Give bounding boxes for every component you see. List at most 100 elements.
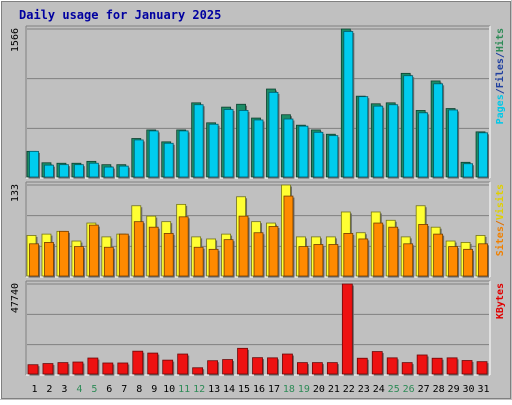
sites-bar [253, 232, 264, 277]
sites-bar [88, 224, 99, 277]
legend-entry: / [495, 220, 506, 226]
sites-bar [193, 246, 204, 277]
day-label: 23 [358, 384, 370, 395]
kbytes-bar [57, 362, 69, 375]
kbytes-bar [401, 362, 413, 375]
kbytes-bar [237, 347, 248, 375]
panel-2-max-label: 133 [10, 184, 21, 202]
day-label: 14 [223, 384, 235, 395]
pages-bar [148, 130, 159, 178]
kbytes-bar [386, 357, 398, 375]
day-label: 19 [298, 384, 310, 395]
sites-bar [74, 246, 84, 277]
kbytes-bar [446, 357, 458, 375]
pages-bar [223, 109, 234, 178]
pages-bar [29, 150, 39, 178]
day-label: 24 [373, 384, 385, 395]
pages-bar [358, 96, 369, 178]
chart-title: Daily usage for January 2025 [19, 8, 221, 22]
kbytes-bar [341, 283, 353, 375]
day-label: 5 [91, 384, 97, 395]
pages-bar [238, 110, 249, 178]
plot-area: 1566Pages/Files/Hits133Sites/Visits47740… [10, 25, 506, 395]
day-label: 30 [463, 384, 475, 395]
sites-bar [178, 216, 189, 277]
kbytes-bar [311, 362, 323, 375]
legend-entry: Hits [494, 28, 506, 52]
sites-bar [59, 230, 69, 277]
sites-bar [223, 239, 234, 277]
pages-bar [268, 91, 279, 178]
sites-bar [478, 243, 488, 277]
day-label: 21 [328, 384, 340, 395]
pages-bar [433, 83, 444, 178]
sites-bar [268, 226, 279, 277]
kbytes-bar [147, 352, 159, 375]
day-label: 22 [343, 384, 355, 395]
sites-bar [448, 246, 458, 277]
sites-bar [118, 233, 129, 277]
day-label: 2 [46, 384, 52, 395]
kbytes-bar [431, 357, 443, 375]
kbytes-bar [117, 362, 129, 375]
pages-bar [118, 165, 129, 178]
day-label: 8 [136, 384, 142, 395]
kbytes-bar [87, 357, 99, 375]
day-label: 4 [76, 384, 82, 395]
pages-bar [193, 104, 204, 178]
legend-entry: Sites [494, 226, 506, 256]
day-label: 15 [238, 384, 250, 395]
pages-bar [298, 125, 309, 178]
pages-bar [88, 162, 99, 178]
kbytes-bar [192, 367, 204, 375]
pages-bar [478, 132, 488, 178]
legend-entry: Visits [494, 184, 506, 220]
panel-2-legend: Sites/Visits [494, 184, 506, 256]
pages-bar [44, 164, 54, 178]
day-label: 18 [283, 384, 295, 395]
pages-bar [313, 131, 324, 178]
kbytes-bar [356, 357, 368, 375]
sites-bar [163, 233, 174, 277]
kbytes-bar [72, 361, 84, 375]
day-label: 3 [61, 384, 67, 395]
day-label: 27 [418, 384, 430, 395]
kbytes-bar [476, 361, 488, 375]
sites-bar [343, 233, 354, 277]
sites-bar [29, 243, 39, 277]
pages-bar [103, 166, 114, 178]
sites-bar [313, 244, 324, 277]
legend-entry: / [495, 88, 506, 94]
day-label: 12 [193, 384, 205, 395]
sites-bar [358, 238, 369, 277]
sites-bar [133, 221, 144, 277]
sites-bar [433, 233, 444, 277]
day-label: 10 [163, 384, 175, 395]
kbytes-bar [252, 357, 263, 375]
panel-1-max-label: 1566 [10, 28, 21, 52]
pages-bar [343, 31, 354, 178]
legend-entry: / [495, 52, 506, 58]
kbytes-bar [371, 351, 383, 375]
legend-entry: Files [494, 58, 506, 88]
pages-bar [133, 139, 144, 178]
kbytes-bar [132, 350, 144, 375]
sites-bar [328, 244, 339, 277]
pages-bar [74, 164, 84, 178]
kbytes-bar [267, 357, 278, 375]
day-label: 29 [448, 384, 460, 395]
sites-bar [238, 215, 249, 277]
sites-bar [283, 195, 294, 277]
pages-bar [283, 118, 294, 178]
sites-bar [298, 246, 309, 277]
pages-bar [328, 135, 339, 178]
day-label: 13 [208, 384, 220, 395]
day-label: 31 [477, 384, 489, 395]
kbytes-bar [461, 360, 473, 375]
pages-bar [403, 75, 414, 178]
day-label: 11 [178, 384, 190, 395]
day-label: 9 [151, 384, 157, 395]
kbytes-bar [416, 354, 428, 375]
